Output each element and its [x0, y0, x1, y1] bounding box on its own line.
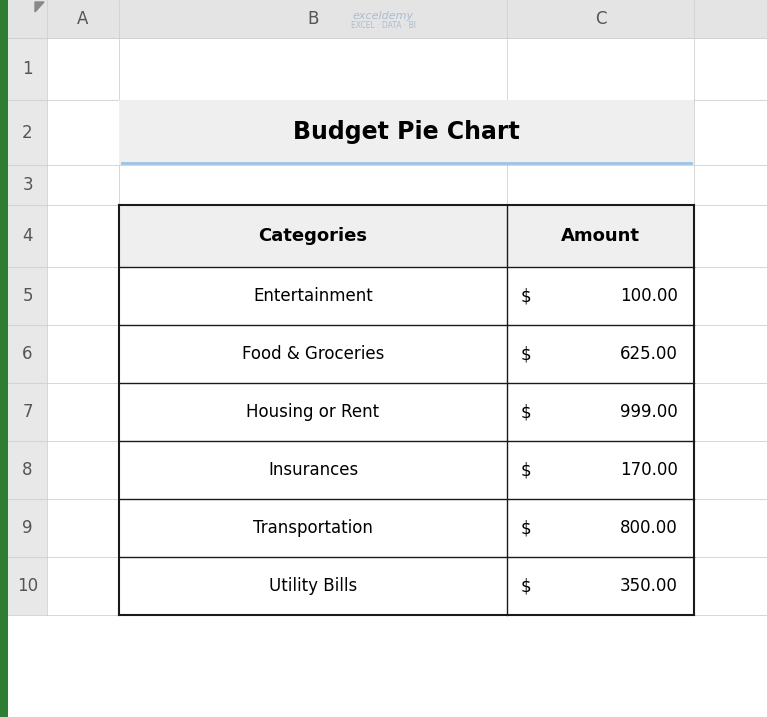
Text: $: $ [521, 345, 532, 363]
Text: 100.00: 100.00 [621, 287, 678, 305]
Bar [47, 165, 767, 205]
Text: B: B [308, 10, 318, 28]
Text: 5: 5 [22, 287, 33, 305]
Text: $: $ [521, 287, 532, 305]
Bar [8, 38, 47, 100]
Text: Budget Pie Chart: Budget Pie Chart [293, 120, 520, 145]
Text: A: A [77, 10, 89, 28]
Text: $: $ [521, 577, 532, 595]
Text: Transportation: Transportation [253, 519, 373, 537]
Text: 8: 8 [22, 461, 33, 479]
Text: Housing or Rent: Housing or Rent [246, 403, 380, 421]
Bar [47, 325, 767, 383]
Text: $: $ [521, 403, 532, 421]
Text: C: C [594, 10, 606, 28]
Text: 7: 7 [22, 403, 33, 421]
Text: 10: 10 [17, 577, 38, 595]
Bar [8, 325, 47, 383]
Text: 350.00: 350.00 [621, 577, 678, 595]
Bar [8, 0, 767, 38]
Text: 6: 6 [22, 345, 33, 363]
Bar [8, 499, 47, 557]
Text: 2: 2 [22, 123, 33, 141]
Bar [8, 441, 47, 499]
Bar [47, 267, 767, 325]
Bar [47, 38, 767, 100]
Text: 999.00: 999.00 [621, 403, 678, 421]
Bar [47, 499, 767, 557]
Bar [47, 383, 767, 441]
Bar [8, 267, 47, 325]
Text: 170.00: 170.00 [621, 461, 678, 479]
Text: EXCEL · DATA · BI: EXCEL · DATA · BI [351, 22, 416, 31]
Bar [119, 100, 694, 165]
Text: 1: 1 [22, 60, 33, 78]
Bar [8, 205, 47, 267]
Text: 3: 3 [22, 176, 33, 194]
Text: exceldemy: exceldemy [353, 11, 414, 21]
Bar [8, 100, 47, 165]
Bar [119, 205, 694, 267]
Bar [47, 557, 767, 615]
Text: 800.00: 800.00 [621, 519, 678, 537]
Text: Entertainment: Entertainment [253, 287, 373, 305]
Text: Food & Groceries: Food & Groceries [242, 345, 384, 363]
Bar [8, 557, 47, 615]
Bar [47, 441, 767, 499]
Bar [8, 165, 47, 205]
Polygon shape [35, 2, 44, 12]
Polygon shape [8, 0, 46, 37]
Text: Amount: Amount [561, 227, 640, 245]
Text: Insurances: Insurances [268, 461, 358, 479]
Bar [8, 383, 47, 441]
Text: 625.00: 625.00 [621, 345, 678, 363]
Text: $: $ [521, 519, 532, 537]
Text: 9: 9 [22, 519, 33, 537]
Bar [0, 0, 8, 717]
Text: Utility Bills: Utility Bills [269, 577, 357, 595]
Bar [47, 100, 767, 165]
Text: $: $ [521, 461, 532, 479]
Text: 4: 4 [22, 227, 33, 245]
Text: Categories: Categories [258, 227, 367, 245]
Bar [47, 205, 767, 267]
